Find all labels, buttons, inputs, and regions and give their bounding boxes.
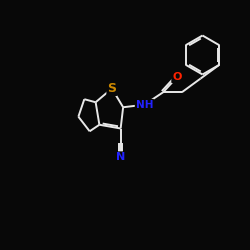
Text: NH: NH xyxy=(136,100,153,110)
Text: N: N xyxy=(116,152,125,162)
Text: O: O xyxy=(172,72,182,82)
Text: S: S xyxy=(108,82,116,95)
